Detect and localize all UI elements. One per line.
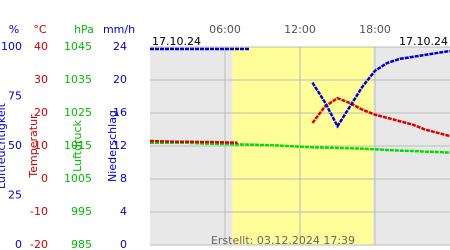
x-tick-label: 18:00 (359, 23, 391, 36)
y-tick-label: 50 (8, 139, 22, 152)
axis-unit: mm/h (103, 23, 135, 36)
y-tick-label: -10 (30, 205, 48, 218)
data-line (149, 139, 238, 144)
y-tick-label: 75 (8, 90, 22, 103)
y-tick-label: 30 (34, 73, 48, 86)
date-label: 17.10.24 (399, 35, 448, 48)
y-tick-label: 0 (41, 172, 48, 185)
y-tick-label: 1005 (64, 172, 92, 185)
y-tick-label: 1035 (64, 73, 92, 86)
y-tick-label: 0 (15, 238, 22, 250)
y-tick-label: 40 (34, 40, 48, 53)
y-tick-label: 20 (113, 73, 127, 86)
axis-title: Temperatur (27, 114, 40, 179)
x-tick-label: 12:00 (284, 23, 316, 36)
axis-title: Niederschlag (106, 110, 119, 182)
y-tick-label: 100 (1, 40, 22, 53)
y-tick-label: 1015 (64, 139, 92, 152)
axis-unit: hPa (74, 23, 94, 36)
y-tick-label: 4 (120, 205, 127, 218)
y-tick-label: 16 (113, 106, 127, 119)
date-label: 17.10.24 (152, 35, 201, 48)
x-tick-label: 06:00 (209, 23, 241, 36)
y-tick-label: 20 (34, 106, 48, 119)
y-tick-label: 10 (34, 139, 48, 152)
y-tick-label: 995 (71, 205, 92, 218)
y-tick-label: 24 (113, 40, 127, 53)
y-tick-label: 25 (8, 189, 22, 202)
y-tick-label: 1045 (64, 40, 92, 53)
y-tick-label: 1025 (64, 106, 92, 119)
annotation: Erstellt: 03.12.2024 17:39 (211, 234, 355, 247)
data-line (311, 49, 450, 129)
data-line (311, 96, 450, 138)
y-tick-label: 985 (71, 238, 92, 250)
axis-unit: °C (33, 23, 47, 36)
y-tick-label: 0 (120, 238, 127, 250)
axis-unit: % (9, 23, 19, 36)
data-line (150, 141, 450, 154)
y-tick-label: -20 (30, 238, 48, 250)
axis-title: Luftfeuchtigkeit (0, 102, 8, 189)
y-tick-label: 8 (120, 172, 127, 185)
y-tick-label: 12 (113, 139, 127, 152)
axis-title: Luftdruck (71, 119, 84, 171)
